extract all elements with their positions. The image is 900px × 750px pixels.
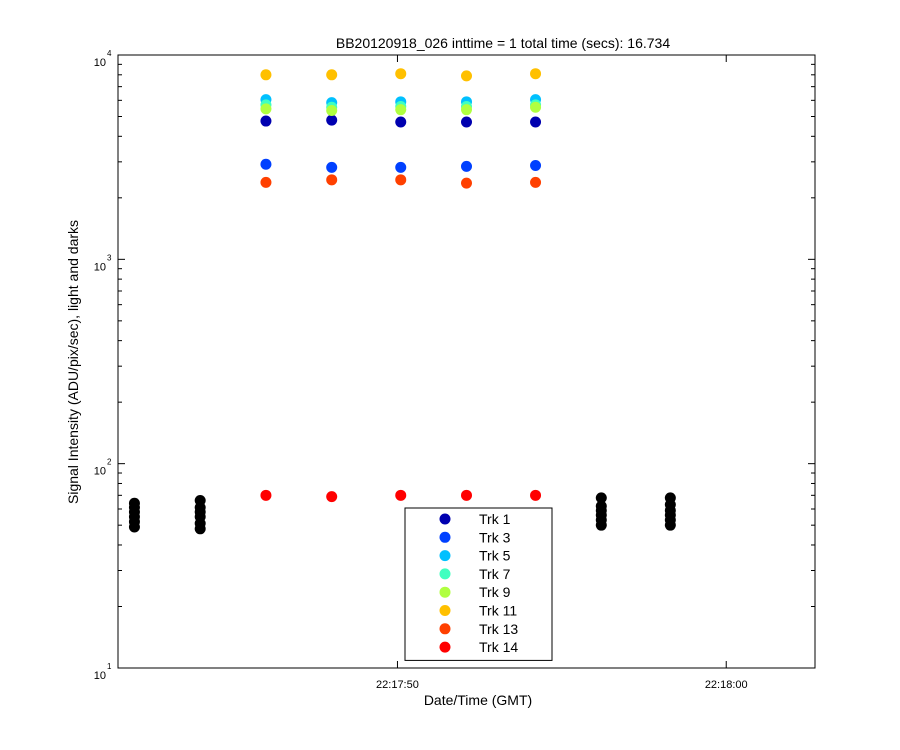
y-tick-label: 10 [94,261,106,273]
dark-point [128,497,140,509]
legend-marker [439,623,451,635]
data-point [530,176,542,188]
data-point [260,115,272,127]
legend-label: Trk 5 [479,548,511,564]
dark-point [595,492,607,504]
data-point [326,114,338,126]
data-point [395,161,407,173]
data-point [530,489,542,501]
legend-marker [439,605,451,616]
x-tick-label: 22:17:50 [376,679,419,691]
y-tick-exponent: 2 [107,458,112,467]
data-point [260,489,272,501]
legend-label: Trk 1 [479,511,511,527]
data-point [395,489,407,501]
data-point [461,70,472,82]
data-point [260,69,272,81]
data-point [461,489,472,501]
data-point [326,105,338,117]
legend-marker [439,641,451,653]
data-point [260,103,272,115]
x-axis-label: Date/Time (GMT) [424,692,532,708]
legend-label: Trk 13 [479,621,518,637]
legend-label: Trk 11 [479,603,517,619]
y-tick-exponent: 1 [107,662,112,671]
legend-label: Trk 7 [479,566,511,582]
dark-point [194,495,206,507]
axis-ticks [118,54,815,669]
dark-point [595,500,607,512]
data-point [395,174,407,186]
data-point [260,176,272,188]
legend-box [404,507,553,661]
data-point [530,101,542,113]
x-tick-labels: 22:17:50 22:18:00 [376,679,748,691]
legend-label: Trk 3 [479,529,511,545]
y-tick-label: 10 [94,670,106,682]
data-point [326,174,338,186]
data-point [461,104,472,116]
data-point [326,491,338,503]
data-point [326,161,338,173]
data-point [326,69,338,81]
y-tick-exponent: 4 [107,49,112,58]
legend-marker [439,513,451,525]
y-axis-label: Signal Intensity (ADU/pix/sec), light an… [65,220,81,504]
legend-label: Trk 9 [479,584,511,600]
data-point [530,116,542,128]
y-tick-exponent: 3 [107,253,112,262]
data-point [395,116,407,128]
dark-point [664,492,676,504]
data-point [530,68,542,80]
legend: Trk 1 Trk 3 Trk 5 Trk 7 Trk 9 Trk 11 Trk 13 Trk… [404,507,553,661]
y-tick-label: 10 [94,466,106,478]
data-point [461,116,472,128]
data-points [128,68,676,535]
legend-label: Trk 14 [479,639,518,655]
data-point [395,104,407,116]
data-point [461,177,472,189]
x-tick-label: 22:18:00 [705,679,748,691]
y-tick-label: 10 [94,57,106,69]
legend-marker [439,531,451,543]
legend-marker [439,550,451,562]
data-point [461,160,472,172]
data-point [395,68,407,80]
legend-marker [439,568,451,580]
data-point [260,158,272,170]
chart-title: BB20120918_026 inttime = 1 total time (s… [336,35,670,51]
legend-marker [439,586,451,598]
data-point [530,159,542,171]
